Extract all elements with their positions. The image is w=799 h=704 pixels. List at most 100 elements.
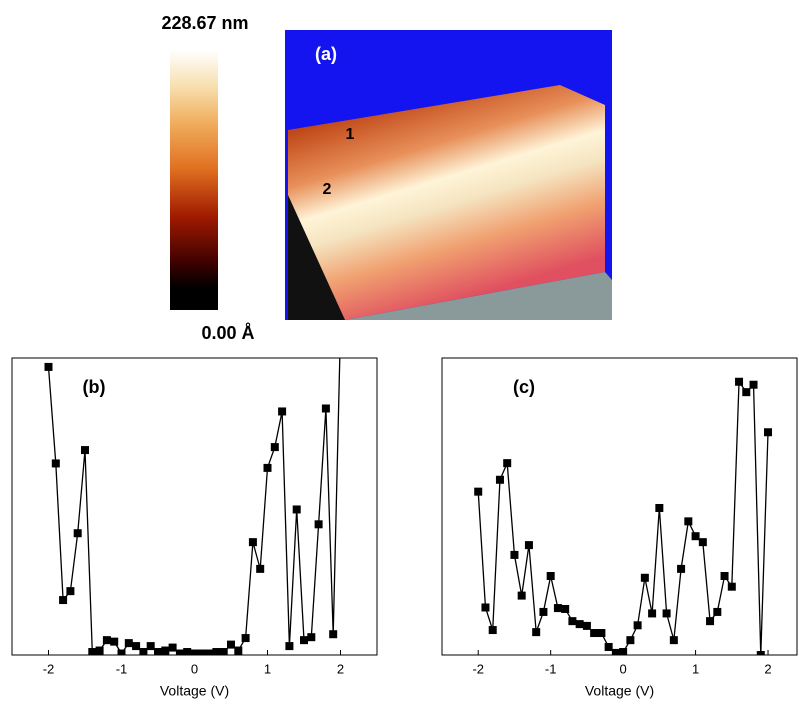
data-point: [205, 649, 214, 655]
data-point: [314, 520, 323, 529]
x-tick-label: 0: [191, 661, 198, 676]
data-point: [219, 648, 228, 655]
region-marker: 1: [346, 126, 355, 143]
data-point: [713, 607, 722, 616]
data-point: [749, 380, 758, 389]
data-point: [227, 640, 235, 649]
data-point: [582, 621, 591, 630]
data-point: [727, 582, 736, 591]
data-point: [337, 324, 345, 332]
data-point: [539, 607, 548, 616]
x-tick-label: -2: [43, 661, 55, 676]
x-axis-label: Voltage (V): [160, 683, 229, 699]
data-point: [481, 603, 490, 612]
data-point: [764, 428, 773, 437]
data-point: [161, 646, 170, 655]
x-tick-label: -1: [116, 661, 128, 676]
panel-label: (c): [513, 377, 535, 397]
data-point: [110, 637, 119, 646]
region-marker: 2: [323, 181, 332, 198]
data-point: [590, 629, 599, 638]
data-point: [278, 407, 287, 416]
data-point: [626, 636, 635, 645]
data-point: [73, 529, 82, 538]
panel-label: (a): [315, 44, 337, 64]
data-point: [117, 649, 126, 655]
data-point: [263, 463, 272, 472]
data-point: [197, 649, 206, 655]
plot-frame: [441, 357, 798, 656]
colorbar-min: 0.00 Å: [201, 323, 254, 343]
series: [44, 324, 345, 655]
data-point: [329, 630, 338, 639]
data-point: [720, 571, 729, 580]
data-point: [691, 532, 700, 541]
data-point: [553, 604, 562, 613]
data-point: [66, 587, 75, 596]
x-tick-label: -2: [472, 661, 484, 676]
data-point: [546, 571, 555, 580]
data-point: [241, 634, 250, 643]
data-point: [234, 646, 243, 655]
data-point: [532, 628, 541, 637]
data-point: [190, 649, 199, 655]
data-point: [292, 505, 301, 514]
x-tick-label: 1: [692, 661, 699, 676]
afm-base: [345, 272, 612, 320]
x-tick-label: 0: [620, 661, 627, 676]
data-point: [102, 636, 111, 645]
data-point: [88, 648, 97, 655]
data-point: [124, 639, 133, 648]
data-point: [619, 648, 628, 655]
data-point: [684, 517, 693, 526]
data-point: [633, 621, 642, 630]
data-point: [95, 646, 104, 655]
chart: -2 -1 0 1 2 Voltage (V) (c): [441, 357, 798, 699]
chart: -2 -1 0 1 2 Voltage (V) (b): [11, 324, 378, 699]
colorbar: [170, 50, 218, 288]
data-point: [735, 377, 744, 386]
x-tick-label: 1: [264, 661, 271, 676]
data-point: [81, 446, 89, 455]
data-point: [132, 642, 141, 651]
data-point: [51, 459, 60, 468]
data-point: [183, 648, 192, 655]
data-point: [742, 388, 751, 397]
data-point: [669, 636, 678, 645]
plot-frame: [11, 357, 378, 656]
data-point: [655, 503, 664, 512]
afm-panel: 228.67 nm 0.00 Å (a) 1 2: [161, 13, 612, 343]
data-point: [139, 648, 148, 655]
data-point: [604, 642, 613, 651]
data-point: [168, 643, 177, 652]
data-point: [270, 443, 279, 452]
data-point: [662, 609, 671, 618]
data-point: [474, 487, 483, 496]
data-point: [575, 620, 584, 629]
data-point: [524, 541, 533, 550]
data-point: [488, 626, 497, 635]
data-point: [154, 648, 162, 655]
x-tick-label: 2: [764, 661, 771, 676]
series: [474, 377, 773, 655]
data-point: [698, 538, 707, 547]
data-point: [677, 564, 686, 573]
data-point: [503, 459, 512, 468]
afm-surface: [288, 85, 605, 320]
data-point: [212, 648, 221, 655]
data-point: [146, 642, 155, 651]
data-point: [640, 573, 649, 582]
data-point: [510, 550, 519, 559]
data-point: [611, 648, 620, 655]
data-point: [59, 596, 68, 605]
data-point: [300, 636, 308, 645]
colorbar-base: [170, 288, 218, 310]
x-tick-label: -1: [545, 661, 557, 676]
data-point: [517, 591, 526, 600]
x-tick-label: 2: [337, 661, 344, 676]
x-axis-label: Voltage (V): [585, 683, 654, 699]
data-point: [321, 404, 330, 413]
data-point: [495, 475, 504, 484]
afm-side: [288, 195, 345, 320]
